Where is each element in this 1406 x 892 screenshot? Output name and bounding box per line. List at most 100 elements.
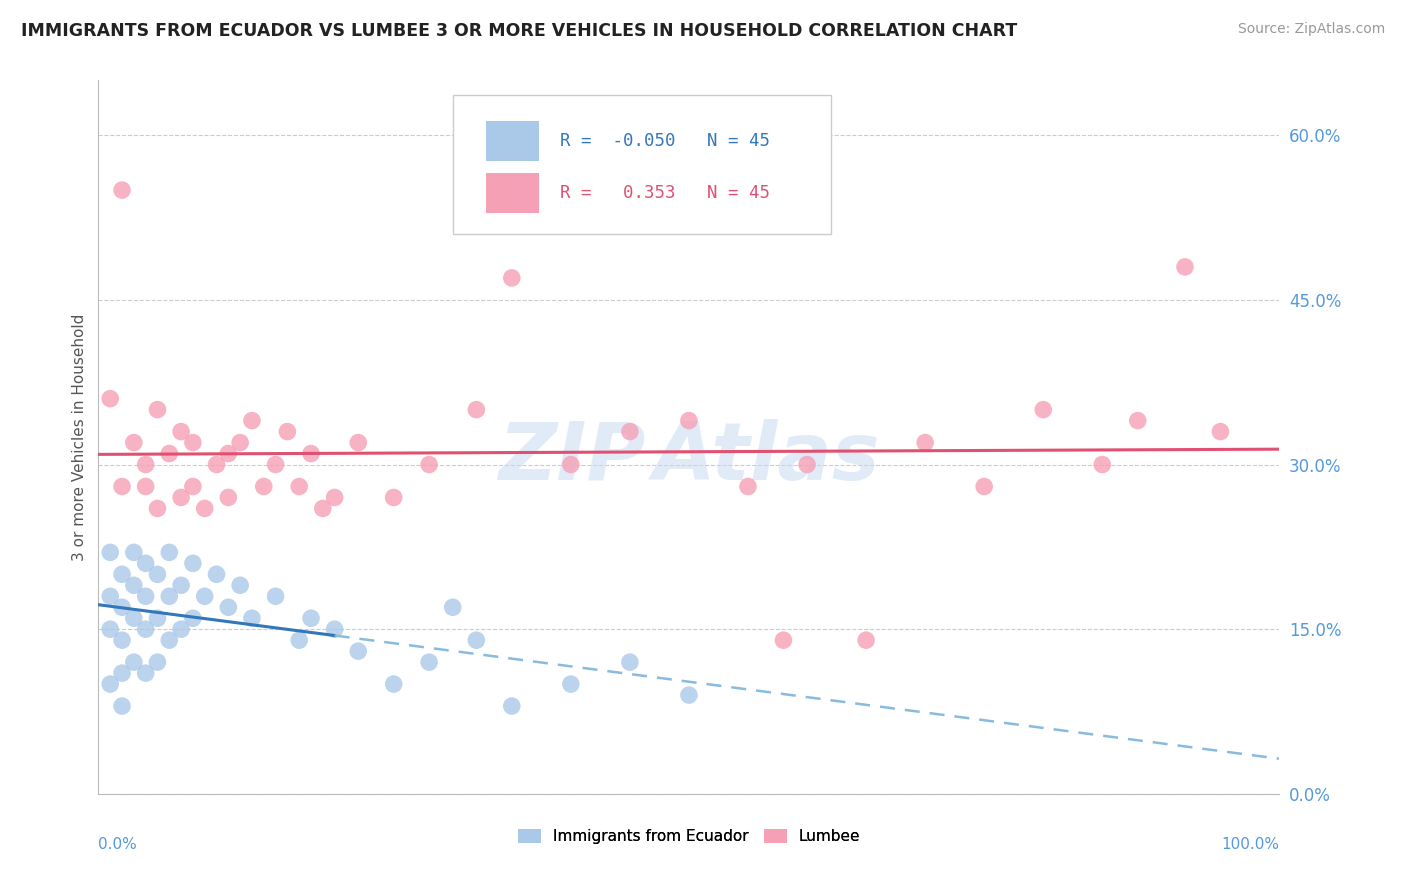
Point xyxy=(181,611,204,625)
Point xyxy=(194,589,217,603)
Point xyxy=(181,435,204,450)
Point xyxy=(157,545,180,559)
Point xyxy=(1174,260,1197,274)
Point xyxy=(347,435,370,450)
Text: ZIP Atlas: ZIP Atlas xyxy=(498,419,880,498)
Point xyxy=(157,446,180,460)
Point xyxy=(111,183,134,197)
Point xyxy=(441,600,464,615)
Point xyxy=(135,557,157,571)
Point xyxy=(382,677,405,691)
Point xyxy=(217,491,239,505)
Point xyxy=(418,655,440,669)
Point xyxy=(146,567,169,582)
FancyBboxPatch shape xyxy=(486,121,538,161)
Point xyxy=(98,545,121,559)
Point xyxy=(205,458,228,472)
Point xyxy=(240,611,263,625)
Point xyxy=(181,557,204,571)
Point xyxy=(111,666,134,681)
FancyBboxPatch shape xyxy=(486,173,538,212)
Point xyxy=(111,633,134,648)
Point xyxy=(157,589,180,603)
Point xyxy=(560,458,582,472)
Point xyxy=(111,699,134,714)
Point xyxy=(678,688,700,702)
Point xyxy=(288,633,311,648)
Point xyxy=(217,600,239,615)
Point xyxy=(312,501,335,516)
Point xyxy=(465,402,488,417)
Point xyxy=(146,655,169,669)
Point xyxy=(111,600,134,615)
Point xyxy=(973,479,995,493)
Point xyxy=(135,458,157,472)
Point xyxy=(1126,414,1149,428)
Legend: Immigrants from Ecuador, Lumbee: Immigrants from Ecuador, Lumbee xyxy=(512,823,866,850)
Point xyxy=(299,611,322,625)
Point xyxy=(111,479,134,493)
Point xyxy=(181,479,204,493)
Point xyxy=(146,402,169,417)
Point xyxy=(135,622,157,636)
Point xyxy=(170,425,193,439)
Point xyxy=(1091,458,1114,472)
Point xyxy=(135,589,157,603)
Text: Source: ZipAtlas.com: Source: ZipAtlas.com xyxy=(1237,22,1385,37)
Point xyxy=(170,622,193,636)
Text: IMMIGRANTS FROM ECUADOR VS LUMBEE 3 OR MORE VEHICLES IN HOUSEHOLD CORRELATION CH: IMMIGRANTS FROM ECUADOR VS LUMBEE 3 OR M… xyxy=(21,22,1018,40)
Point xyxy=(299,446,322,460)
Point xyxy=(170,491,193,505)
Point xyxy=(796,458,818,472)
Point xyxy=(619,655,641,669)
Point xyxy=(111,567,134,582)
Point xyxy=(276,425,298,439)
Point xyxy=(560,677,582,691)
Point xyxy=(122,545,145,559)
Point xyxy=(737,479,759,493)
Point xyxy=(135,479,157,493)
Text: R =   0.353   N = 45: R = 0.353 N = 45 xyxy=(560,184,770,202)
Point xyxy=(205,567,228,582)
Point xyxy=(1209,425,1232,439)
Point xyxy=(122,655,145,669)
Point xyxy=(465,633,488,648)
Point xyxy=(855,633,877,648)
Point xyxy=(772,633,794,648)
Point xyxy=(323,622,346,636)
Point xyxy=(98,392,121,406)
Point xyxy=(253,479,276,493)
Point xyxy=(98,589,121,603)
Point xyxy=(98,677,121,691)
Point xyxy=(288,479,311,493)
Point xyxy=(217,446,239,460)
Point xyxy=(418,458,440,472)
Point xyxy=(501,271,523,285)
Point xyxy=(347,644,370,658)
Point xyxy=(264,589,287,603)
Point xyxy=(914,435,936,450)
Y-axis label: 3 or more Vehicles in Household: 3 or more Vehicles in Household xyxy=(72,313,87,561)
Text: R =  -0.050   N = 45: R = -0.050 N = 45 xyxy=(560,132,770,150)
Point xyxy=(264,458,287,472)
Point xyxy=(98,622,121,636)
Point xyxy=(135,666,157,681)
Point xyxy=(122,611,145,625)
Text: 100.0%: 100.0% xyxy=(1222,837,1279,852)
Point xyxy=(146,611,169,625)
Point xyxy=(194,501,217,516)
Point xyxy=(122,578,145,592)
Point xyxy=(619,425,641,439)
Point xyxy=(678,414,700,428)
Point xyxy=(382,491,405,505)
Point xyxy=(170,578,193,592)
Point xyxy=(1032,402,1054,417)
Point xyxy=(157,633,180,648)
Text: 0.0%: 0.0% xyxy=(98,837,138,852)
FancyBboxPatch shape xyxy=(453,95,831,234)
Point xyxy=(323,491,346,505)
Point xyxy=(146,501,169,516)
Point xyxy=(501,699,523,714)
Point xyxy=(122,435,145,450)
Point xyxy=(229,435,252,450)
